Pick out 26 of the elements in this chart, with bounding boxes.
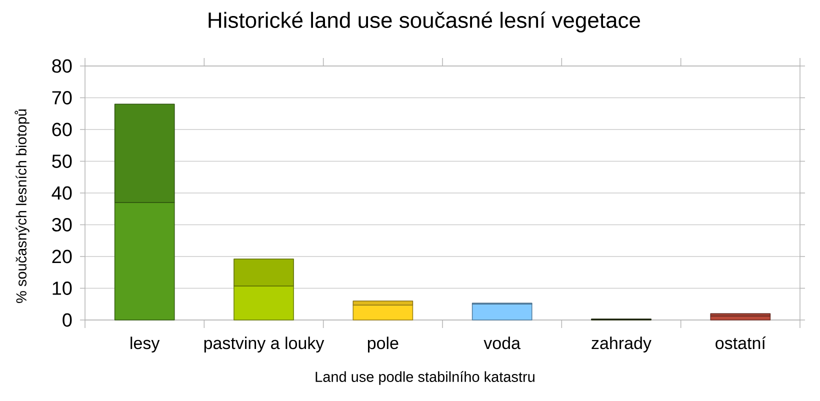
x-tick-label: voda — [484, 336, 521, 350]
bar — [234, 286, 294, 320]
x-axis-title: Land use podle stabilního katastru — [316, 371, 534, 385]
bar — [352, 304, 414, 320]
y-tick-label: 0 — [62, 313, 72, 327]
x-tick-label: zahrady — [592, 336, 652, 353]
y-tick-label: 40 — [52, 186, 72, 200]
bar — [234, 258, 294, 286]
bar — [710, 313, 771, 317]
y-tick-label: 50 — [52, 154, 72, 168]
y-axis-title: % současných lesních biotopů — [14, 109, 30, 303]
x-tick-label: lesy — [130, 336, 160, 353]
bar — [114, 202, 175, 320]
bar — [114, 104, 175, 203]
chart-title: Historické land use současné lesní vegetace — [208, 12, 640, 32]
y-tick-label: 30 — [52, 218, 72, 232]
x-tick-label: pastviny a louky — [204, 336, 324, 353]
y-tick-label: 20 — [52, 250, 72, 264]
x-tick-label: pole — [368, 336, 398, 353]
bar — [472, 304, 532, 320]
y-tick-label: 80 — [52, 59, 72, 73]
y-tick-label: 70 — [52, 91, 72, 104]
bar — [352, 300, 414, 306]
y-tick-label: 10 — [52, 282, 72, 295]
x-tick-label: ostatní — [716, 336, 766, 350]
y-tick-label: 60 — [52, 122, 72, 136]
